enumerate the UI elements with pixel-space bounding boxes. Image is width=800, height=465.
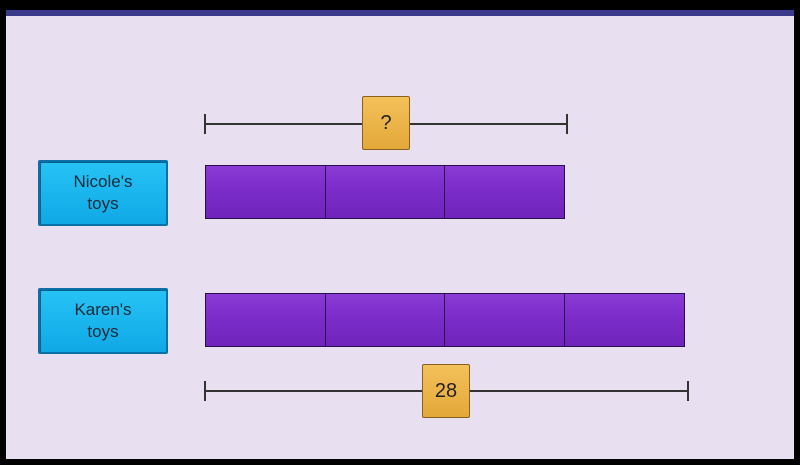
row-label-karen-text: Karen's toys [74,300,132,341]
diagram-panel [6,16,794,459]
tape-unit [205,293,326,347]
bottom-bracket-value: 28 [434,379,458,402]
tape-unit [444,165,565,219]
tape-unit [563,293,685,347]
bottom-bracket-left-tick [204,381,206,401]
bar-row-karen [205,293,685,347]
row-label-karen: Karen's toys [38,288,168,354]
top-bracket-value-box[interactable]: ? [362,96,410,150]
bottom-bracket-value-box[interactable]: 28 [422,364,470,418]
tape-unit [444,293,565,347]
bar-row-nicole [205,165,565,219]
tape-unit [324,165,446,219]
top-bracket-value: ? [380,111,392,134]
top-border-strip [6,10,794,16]
row-label-nicole: Nicole's toys [38,160,168,226]
tape-unit [205,165,326,219]
top-bracket-right-tick [566,114,568,134]
row-label-nicole-text: Nicole's toys [73,172,133,213]
top-bracket-left-tick [204,114,206,134]
tape-unit [324,293,446,347]
bottom-bracket-right-tick [687,381,689,401]
